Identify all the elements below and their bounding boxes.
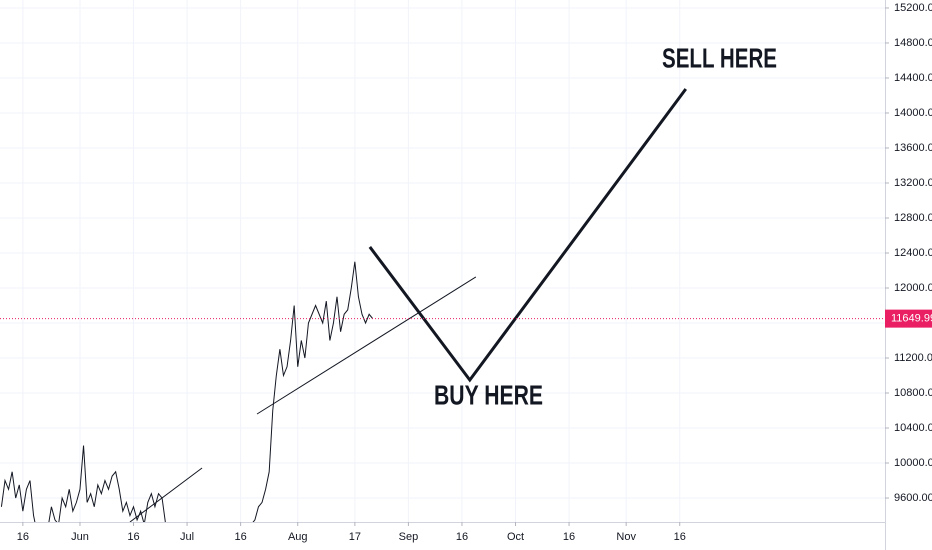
trend-drawing	[129, 467, 203, 522]
y-tick-label: 13200.00	[894, 177, 932, 189]
y-tick-label: 14000.00	[894, 107, 932, 119]
y-tick-label: 10400.00	[894, 422, 932, 434]
current-price-badge	[885, 309, 932, 328]
x-tick-label: Jul	[180, 531, 194, 543]
x-tick-label: 16	[234, 531, 246, 543]
y-tick-label: 10000.00	[894, 457, 932, 469]
current-price-label: 11649.99	[891, 313, 932, 325]
x-tick-label: 16	[563, 531, 575, 543]
y-tick-label: 12000.00	[894, 282, 932, 294]
x-tick-label: 16	[17, 531, 29, 543]
y-tick-label: 14800.00	[894, 37, 932, 49]
annotation: SELL HERE	[662, 42, 777, 73]
trend-drawing	[368, 88, 687, 383]
x-tick-label: Oct	[507, 531, 524, 543]
y-tick-label: 11200.00	[894, 352, 932, 364]
x-tick-label: 16	[127, 531, 139, 543]
x-tick-label: Nov	[616, 531, 636, 543]
grid	[0, 0, 885, 522]
x-tick-label: 17	[349, 531, 361, 543]
y-tick-label: 13600.00	[894, 142, 932, 154]
x-tick-label: Aug	[288, 531, 308, 543]
trend-drawing	[256, 276, 477, 415]
y-tick-label: 15200.00	[894, 2, 932, 14]
x-tick-label: 16	[456, 531, 468, 543]
x-tick-label: Jun	[71, 531, 89, 543]
plot-area	[0, 88, 885, 522]
y-tick-label: 9600.00	[894, 492, 932, 504]
y-tick-label: 10800.00	[894, 387, 932, 399]
x-tick-label: 16	[674, 531, 686, 543]
y-tick-label: 14400.00	[894, 72, 932, 84]
x-tick-label: Sep	[399, 531, 419, 543]
annotation: BUY HERE	[434, 379, 543, 410]
axes: 9600.00 10000.00 10400.00 10800.00 11200.00 1…	[17, 2, 932, 543]
y-tick-label: 12400.00	[894, 247, 932, 259]
y-tick-label: 12800.00	[894, 212, 932, 224]
price-line	[0, 261, 374, 522]
